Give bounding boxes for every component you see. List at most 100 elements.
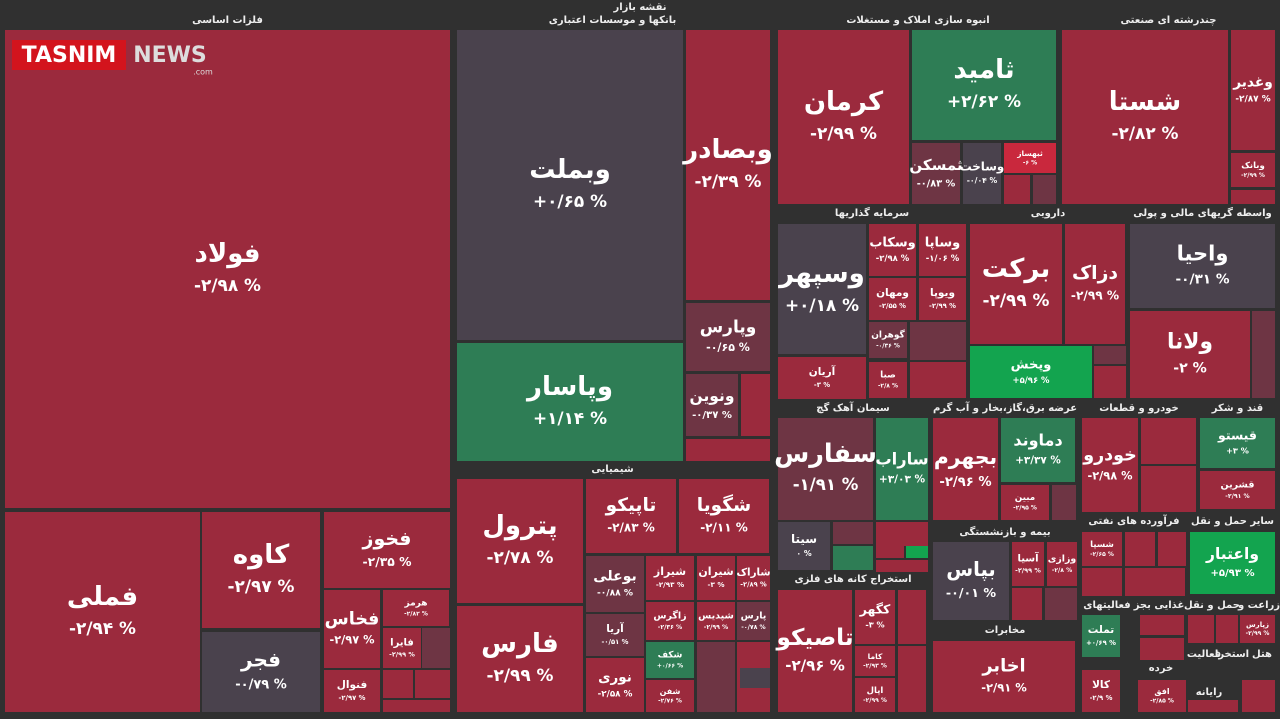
filler-tile: [898, 590, 926, 644]
sector-title: غذایی بجز: [1133, 600, 1185, 611]
stock-symbol: شیراز: [653, 565, 686, 578]
stock-change: -۲/۹۱ %: [981, 681, 1027, 695]
stock-change: -۲/۷۸ %: [487, 547, 554, 567]
stock-tile: [919, 224, 966, 276]
stock-tile: [1240, 615, 1275, 643]
stock-tile: [778, 30, 909, 204]
stock-change: -۰/۷۹ %: [235, 678, 287, 693]
stock-symbol: تاپیکو: [605, 495, 657, 516]
stock-change: -۳ %: [865, 620, 884, 630]
stock-tile: [1138, 680, 1186, 712]
stock-symbol: ثمسکن: [909, 156, 962, 174]
stock-tile: [912, 30, 1056, 140]
stock-change: -۲/۹۹ %: [1071, 289, 1119, 303]
stock-tile: [679, 479, 769, 553]
sector-title: استخراج کانه های فلزی: [794, 574, 911, 585]
stock-tile: [1082, 418, 1138, 512]
stock-tile: [324, 670, 380, 712]
filler-tile: [1242, 680, 1275, 712]
stock-symbol: صبا: [880, 371, 896, 381]
stock-tile: [1082, 532, 1122, 566]
sector-title: واسطه گریهای مالی و پولی: [1133, 206, 1271, 219]
sector-title: زراعت و: [1237, 600, 1280, 611]
filler-tile: [1141, 418, 1196, 464]
sector-title: دارویی: [1031, 208, 1065, 219]
sector-title: فعالیت: [1187, 649, 1221, 660]
stock-tile: [869, 278, 916, 320]
stock-symbol: وغدیر: [1232, 74, 1273, 90]
stock-tile: [1190, 532, 1275, 594]
stock-tile: [324, 590, 380, 668]
stock-change: -۱/۰۶ %: [926, 253, 960, 263]
stock-symbol: خودرو: [1082, 445, 1137, 465]
stock-change: -۲/۸۷ %: [1235, 94, 1270, 104]
filler-tile: [1141, 466, 1196, 512]
stock-symbol: بپاس: [946, 558, 996, 581]
filler-tile: [1045, 588, 1077, 620]
stock-change: -۲/۸۳ %: [607, 521, 655, 535]
stock-change: +۳/۰۳ %: [879, 474, 926, 486]
stock-change: -۲/۹۹ %: [1015, 567, 1041, 575]
logo-suffix: NEWS: [133, 43, 207, 68]
stock-symbol: مبین: [1015, 493, 1035, 503]
stock-tile: [646, 680, 694, 712]
stock-change: +۵/۹۶ %: [1013, 375, 1051, 385]
stock-symbol: هرمز: [403, 599, 427, 609]
stock-change: -۲/۹۸ %: [194, 275, 261, 295]
stock-change: -۲/۵۵ %: [879, 302, 906, 310]
filler-tile: [1125, 568, 1185, 596]
stock-change: -۲/۹۵ %: [1013, 505, 1037, 512]
stock-tile: [646, 642, 694, 678]
filler-tile: [415, 670, 450, 698]
stock-symbol: بوعلی: [593, 568, 636, 584]
sector-title: سیمان آهک گچ: [816, 401, 890, 414]
stock-change: -۰/۸۳ %: [917, 178, 956, 189]
stock-symbol: فنوال: [337, 679, 368, 691]
stock-tile: [1062, 30, 1228, 204]
filler-tile: [741, 374, 770, 436]
stock-tile: [869, 224, 916, 276]
stock-change: +۱/۱۴ %: [533, 408, 607, 428]
stock-symbol: پترول: [482, 511, 557, 541]
stock-change: -۲/۹۹ %: [863, 697, 887, 704]
stock-tile: [202, 512, 320, 628]
stock-change: +۰/۶۹ %: [1086, 639, 1116, 647]
stock-change: +۰/۶۵ %: [533, 191, 607, 211]
filler-tile: [876, 522, 928, 546]
filler-tile: [1188, 615, 1214, 643]
stock-change: +۳ %: [1226, 446, 1249, 456]
stock-symbol: شکف: [658, 651, 683, 661]
stock-symbol: قیستو: [1217, 428, 1257, 443]
stock-symbol: وسکاب: [869, 235, 915, 250]
stock-symbol: آسیا: [1017, 552, 1039, 565]
stock-change: -۲/۷۶ %: [658, 698, 682, 705]
stock-tile: [855, 646, 895, 676]
stock-change: -۲/۹۷ %: [339, 694, 366, 702]
filler-tile: [1094, 366, 1126, 398]
sector-title: قند و شکر: [1211, 403, 1263, 414]
tiles: فلزات اساسی فولاد -۲/۹۸ % فملی -۲/۹۴ % کاوه -۲…: [5, 15, 1280, 712]
stock-change: -۲/۹۶ %: [939, 475, 991, 490]
stock-change: -۲/۹۶ %: [785, 657, 844, 675]
sector-title: خودرو و قطعات: [1099, 403, 1179, 414]
stock-symbol: دزاک: [1072, 263, 1118, 284]
stock-symbol: وبملت: [529, 155, 611, 185]
filler-tile: [383, 670, 413, 698]
sector-title: بیمه و بازنشستگی: [959, 525, 1050, 538]
filler-tile: [910, 362, 966, 398]
stock-symbol: برکت: [982, 254, 1051, 284]
stock-symbol: فجر: [240, 648, 281, 672]
stock-change: -۲/۹۳ %: [863, 662, 887, 669]
stock-symbol: شستا: [1109, 87, 1181, 117]
stock-symbol: وپاسار: [525, 372, 613, 402]
stock-symbol: دماوند: [1013, 431, 1062, 450]
stock-change: -۰/۳۷ %: [692, 410, 732, 421]
stock-symbol: کاوه: [233, 540, 290, 570]
sector-title: رایانه: [1196, 687, 1223, 698]
stock-symbol: کاما: [868, 652, 883, 661]
sector-title: خرده: [1149, 663, 1173, 674]
filler-tile: [1012, 588, 1042, 620]
stock-tile: [383, 590, 449, 626]
filler-tile: [1216, 615, 1238, 643]
stock-tile: [457, 30, 683, 340]
